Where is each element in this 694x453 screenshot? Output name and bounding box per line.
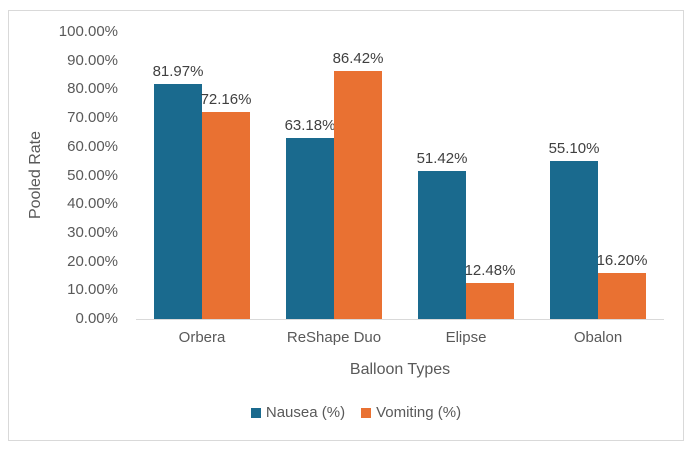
category-label-obalon: Obalon — [573, 329, 623, 346]
y-tick-label: 40.00% — [67, 195, 118, 213]
data-label-nausea-reshape-duo: 63.18% — [284, 116, 336, 134]
category-label-orbera: Orbera — [178, 329, 226, 346]
legend-item-vomiting: Vomiting (%) — [361, 405, 461, 421]
y-axis-ticks: 0.00% 10.00% 20.00% 30.00% 40.00% 50.00% 60.00… — [9, 11, 683, 440]
bar-vomiting-orbera — [202, 111, 250, 319]
y-tick-label: 70.00% — [67, 109, 118, 127]
legend-swatch-icon — [250, 408, 261, 418]
x-axis-title: Balloon Types — [349, 361, 451, 378]
plot-area: 81.97% 72.16% 63.18% 86.42% 51.42% 12.48% 55.1… — [136, 32, 664, 320]
bar-vomiting-reshape-duo — [334, 71, 382, 319]
y-tick-label: 100.00% — [58, 23, 118, 40]
bar-nausea-orbera — [154, 83, 202, 319]
legend-label: Nausea (%) — [265, 404, 346, 421]
y-tick-label: 90.00% — [67, 51, 118, 69]
bar-nausea-obalon — [550, 160, 598, 319]
x-axis-category-labels: Orbera ReShape Duo Elipse Obalon — [136, 329, 664, 347]
data-label-vomiting-orbera: 72.16% — [200, 90, 252, 108]
data-label-nausea-obalon: 55.10% — [548, 139, 600, 157]
legend-label: Vomiting (%) — [376, 404, 462, 421]
data-label-vomiting-reshape-duo: 86.42% — [332, 50, 384, 67]
bar-vomiting-elipse — [466, 283, 514, 319]
bar-vomiting-obalon — [598, 272, 646, 319]
chart-frame: Pooled Rate 0.00% 10.00% 20.00% 30.00% 40.00… — [8, 10, 684, 441]
y-tick-label: 20.00% — [67, 252, 118, 270]
y-tick-label: 10.00% — [67, 281, 118, 299]
y-tick-label: 50.00% — [67, 166, 118, 184]
y-tick-label: 80.00% — [67, 80, 118, 98]
data-label-nausea-orbera: 81.97% — [152, 62, 204, 80]
legend-item-nausea: Nausea (%) — [250, 404, 346, 421]
bar-nausea-reshape-duo — [286, 137, 334, 319]
category-label-elipse: Elipse — [445, 329, 487, 346]
bar-nausea-elipse — [418, 171, 466, 319]
data-label-vomiting-obalon: 16.20% — [596, 251, 648, 269]
data-label-vomiting-elipse: 12.48% — [464, 262, 516, 280]
y-tick-label: 0.00% — [75, 310, 118, 327]
y-tick-label: 30.00% — [67, 223, 118, 241]
data-label-nausea-elipse: 51.42% — [416, 150, 468, 168]
legend-swatch-icon — [361, 408, 372, 418]
category-label-reshape-duo: ReShape Duo — [286, 329, 382, 346]
legend: Nausea (%) Vomiting (%) — [29, 405, 683, 421]
y-tick-label: 60.00% — [67, 137, 118, 155]
